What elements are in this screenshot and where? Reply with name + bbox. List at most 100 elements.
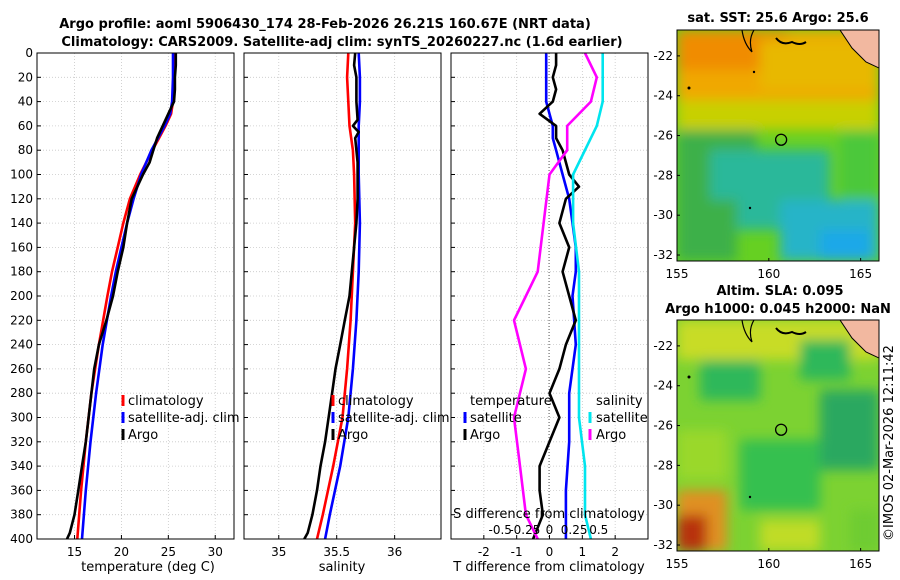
series-line-argo [65,53,178,539]
map-y-tick-label: -24 [653,379,673,393]
sst-map-x-ticks: 155 160 165 [666,258,872,281]
series-line-argo [303,53,361,539]
s-diff-label: S difference from climatology [453,507,645,522]
y-tick-label: 340 [10,459,33,473]
map-x-tick-label: 160 [757,267,780,281]
y-tick-label: 200 [10,289,33,303]
x-tick-label: -1 [511,545,523,559]
map-y-tick-label: -26 [653,129,673,143]
series-line-temperature-satellite [544,53,578,539]
map-x-tick-label: 165 [849,557,872,571]
difference-legend: temperature satellite Argo salinity sate… [463,394,648,443]
map-x-tick-label: 165 [849,267,872,281]
temperature-panel: 0 20 40 60 80 100 120 140 160 180 200 220 240 260 280 3… [10,46,240,575]
sst-field [677,30,879,261]
legend-argo: Argo [128,428,158,443]
y-tick-label: 380 [10,508,33,522]
sla-map-y-ticks: -22 -24 -26 -28 -30 -32 [653,339,680,552]
sla-field [677,320,879,551]
s-tick-label: -0.25 [509,523,540,537]
y-tick-label: 400 [10,532,33,546]
legend-t-satellite: satellite [470,411,522,426]
map-y-tick-label: -32 [653,248,673,262]
difference-x-ticks: -2 -1 0 1 2 [478,535,619,559]
salinity-legend: climatology satellite-adj. clim Argo [331,394,450,443]
map-y-tick-label: -24 [653,89,673,103]
legend-climatology: climatology [338,394,414,409]
y-tick-label: 120 [10,192,33,206]
y-tick-label: 40 [18,95,33,109]
argo-position-marker [774,133,788,146]
legend-temperature-title: temperature [470,394,552,409]
y-tick-label: 60 [18,119,33,133]
sla-map-panel: Altim. SLA: 0.095 Argo h1000: 0.045 h200… [653,284,890,571]
map-y-tick-label: -28 [653,168,673,182]
x-tick-label: 35.5 [323,545,350,559]
y-tick-label: 320 [10,435,33,449]
x-tick-label: 0 [546,545,554,559]
temperature-axes-box [36,52,235,540]
temperature-x-label: temperature (deg C) [81,560,215,575]
map-y-tick-label: -22 [653,339,673,353]
sst-map-title: sat. SST: 25.6 Argo: 25.6 [687,11,868,26]
sla-map-frame [676,319,880,552]
map-y-tick-label: -28 [653,458,673,472]
difference-lines [512,53,605,539]
sst-map-panel: sat. SST: 25.6 Argo: 25.6 [653,11,880,281]
title-line-1: Argo profile: aoml 5906430_174 28-Feb-20… [59,17,591,32]
x-tick-label: 1 [579,545,587,559]
sst-map-frame [676,29,880,262]
x-tick-label: 2 [611,545,619,559]
salinity-grid [244,52,441,540]
legend-climatology: climatology [128,394,204,409]
map-y-tick-label: -30 [653,208,673,222]
series-line-satellite-adj-clim [323,53,362,539]
x-tick-label: 35 [271,545,286,559]
legend-salinity-title: salinity [596,394,643,409]
temperature-legend: climatology satellite-adj. clim Argo [121,394,240,443]
y-tick-label: 220 [10,313,33,327]
x-tick-label: 25 [161,545,176,559]
salinity-diff-ticks: -0.5-0.25 0 0.25 0.5 [489,523,609,537]
salinity-axes-box [243,52,442,540]
legend-t-argo: Argo [470,428,500,443]
series-line-salinity-argo [512,53,599,539]
map-y-tick-label: -22 [653,49,673,63]
y-tick-label: 360 [10,483,33,497]
y-tick-label: 100 [10,168,33,182]
s-tick-label: 0 [546,523,554,537]
y-tick-label: 140 [10,216,33,230]
map-y-tick-label: -26 [653,419,673,433]
sla-map-title-1: Altim. SLA: 0.095 [717,284,844,299]
map-y-tick-label: -32 [653,538,673,552]
x-tick-label: 15 [67,545,82,559]
sst-map-y-ticks: -22 -24 -26 -28 -30 -32 [653,49,680,262]
s-tick-label: -0.5 [489,523,512,537]
y-tick-label: 160 [10,240,33,254]
sla-map-title-2: Argo h1000: 0.045 h2000: NaN [665,302,891,317]
map-x-tick-label: 155 [666,267,689,281]
y-tick-label: 240 [10,338,33,352]
legend-satellite: satellite-adj. clim [338,411,450,426]
y-tick-label: 260 [10,362,33,376]
temperature-grid [37,52,234,540]
legend-s-satellite: satellite [596,411,648,426]
y-tick-label: 20 [18,70,33,84]
y-tick-label: 180 [10,265,33,279]
temperature-lines [65,53,178,539]
temperature-y-ticks: 0 20 40 60 80 100 120 140 160 180 200 220 240 260 280 3… [10,46,41,546]
x-tick-label: -2 [478,545,490,559]
s-tick-label: 0.5 [589,523,608,537]
salinity-lines [303,53,362,539]
x-tick-label: 30 [208,545,223,559]
title-line-2: Climatology: CARS2009. Satellite-adj cli… [61,35,622,50]
x-tick-label: 36 [387,545,402,559]
t-diff-label: T difference from climatology [452,560,645,575]
series-line-salinity-satellite [571,53,605,539]
x-tick-label: 20 [114,545,129,559]
map-x-tick-label: 160 [757,557,780,571]
legend-s-argo: Argo [596,428,626,443]
map-y-tick-label: -30 [653,498,673,512]
argo-position-marker [774,423,788,436]
